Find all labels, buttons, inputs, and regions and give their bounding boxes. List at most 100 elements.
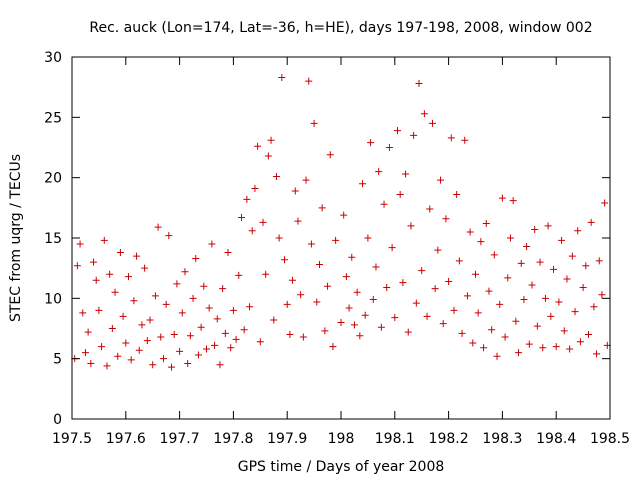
data-point: [211, 341, 219, 349]
data-point: [431, 285, 439, 293]
data-point: [173, 280, 181, 288]
data-point: [87, 359, 95, 367]
data-point: [184, 359, 192, 367]
data-point: [472, 270, 479, 278]
y-tick-label: 25: [44, 110, 62, 126]
plot-area: [71, 74, 611, 371]
y-axis: 0 5 10 15 20 25 30: [44, 50, 610, 428]
data-point: [590, 303, 598, 311]
data-point: [256, 338, 264, 346]
x-axis-label: GPS time / Days of year 2008: [238, 459, 445, 475]
data-point: [466, 228, 474, 236]
data-point: [488, 326, 496, 334]
data-point: [552, 343, 560, 351]
data-point: [469, 339, 477, 347]
y-tick-label: 15: [44, 231, 62, 247]
data-point: [310, 119, 318, 127]
data-point: [262, 270, 270, 278]
y-tick-label: 0: [53, 412, 62, 428]
data-point: [455, 257, 463, 265]
x-tick-label: 197.9: [267, 431, 307, 447]
data-point: [324, 282, 332, 290]
data-point: [474, 309, 482, 317]
data-point: [208, 240, 216, 248]
data-point: [563, 275, 571, 283]
data-point: [114, 352, 122, 360]
data-point: [159, 355, 167, 363]
data-point: [574, 227, 582, 235]
data-point: [135, 346, 143, 354]
data-point: [601, 199, 609, 207]
data-point: [219, 285, 227, 293]
data-point: [232, 335, 240, 343]
data-point: [240, 326, 248, 334]
data-point: [157, 333, 165, 341]
x-tick-label: 197.7: [160, 431, 200, 447]
data-point: [367, 139, 375, 147]
data-point: [523, 242, 531, 250]
chart-title: Rec. auck (Lon=174, Lat=-36, h=HE), days…: [89, 20, 592, 36]
data-point: [576, 338, 584, 346]
data-point: [267, 136, 275, 144]
data-point: [321, 327, 329, 335]
data-point: [361, 311, 369, 319]
data-point: [248, 227, 256, 235]
data-point: [227, 344, 235, 352]
y-axis-label: STEC from uqrg / TECUs: [8, 154, 24, 322]
x-tick-label: 198: [328, 431, 355, 447]
data-point: [138, 321, 146, 329]
x-tick-label: 198.3: [482, 431, 522, 447]
data-point: [143, 337, 151, 345]
data-point: [547, 312, 555, 320]
x-tick-label: 197.8: [213, 431, 253, 447]
data-point: [393, 127, 401, 135]
data-point: [299, 333, 307, 341]
data-point: [550, 265, 558, 273]
data-point: [315, 261, 323, 269]
data-point: [119, 312, 127, 320]
data-point: [450, 306, 458, 314]
data-point: [396, 191, 404, 199]
data-point: [582, 262, 590, 270]
data-point: [595, 257, 603, 265]
data-point: [130, 297, 138, 305]
data-point: [345, 304, 353, 312]
data-point: [297, 291, 305, 299]
data-point: [509, 197, 517, 205]
data-point: [402, 170, 410, 178]
data-point: [254, 142, 262, 150]
data-point: [380, 200, 388, 208]
data-point: [181, 268, 189, 276]
data-point: [237, 213, 245, 221]
data-point: [560, 327, 568, 335]
data-point: [165, 232, 173, 240]
data-point: [127, 356, 135, 364]
data-point: [281, 256, 289, 264]
data-point: [149, 361, 157, 369]
data-point: [291, 187, 299, 195]
data-point: [391, 314, 399, 322]
x-tick-label: 198.5: [590, 431, 630, 447]
data-point: [213, 315, 221, 323]
data-point: [108, 325, 116, 332]
data-point: [517, 259, 525, 267]
data-point: [434, 246, 442, 254]
data-point: [461, 136, 469, 144]
data-point: [498, 194, 506, 202]
y-tick-label: 20: [44, 171, 62, 187]
data-point: [186, 332, 194, 340]
data-point: [415, 80, 423, 88]
data-point: [356, 332, 364, 340]
data-point: [318, 204, 326, 212]
data-point: [76, 240, 84, 248]
data-point: [329, 343, 337, 351]
data-point: [200, 282, 208, 290]
data-point: [428, 119, 436, 127]
data-point: [463, 292, 471, 300]
data-point: [283, 300, 291, 308]
data-point: [539, 344, 547, 352]
data-point: [359, 180, 367, 188]
data-point: [587, 218, 595, 226]
data-point: [216, 361, 224, 369]
data-point: [426, 205, 434, 213]
